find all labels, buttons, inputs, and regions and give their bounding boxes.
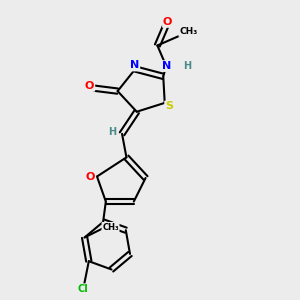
Text: O: O (85, 81, 94, 91)
Text: O: O (86, 172, 95, 182)
Text: S: S (165, 101, 173, 111)
Text: H: H (108, 127, 116, 137)
Text: N: N (163, 61, 172, 71)
Text: H: H (183, 61, 191, 71)
Text: CH₃: CH₃ (179, 27, 197, 36)
Text: O: O (163, 17, 172, 27)
Text: Cl: Cl (77, 284, 88, 294)
Text: N: N (130, 61, 139, 70)
Text: CH₃: CH₃ (102, 223, 119, 232)
